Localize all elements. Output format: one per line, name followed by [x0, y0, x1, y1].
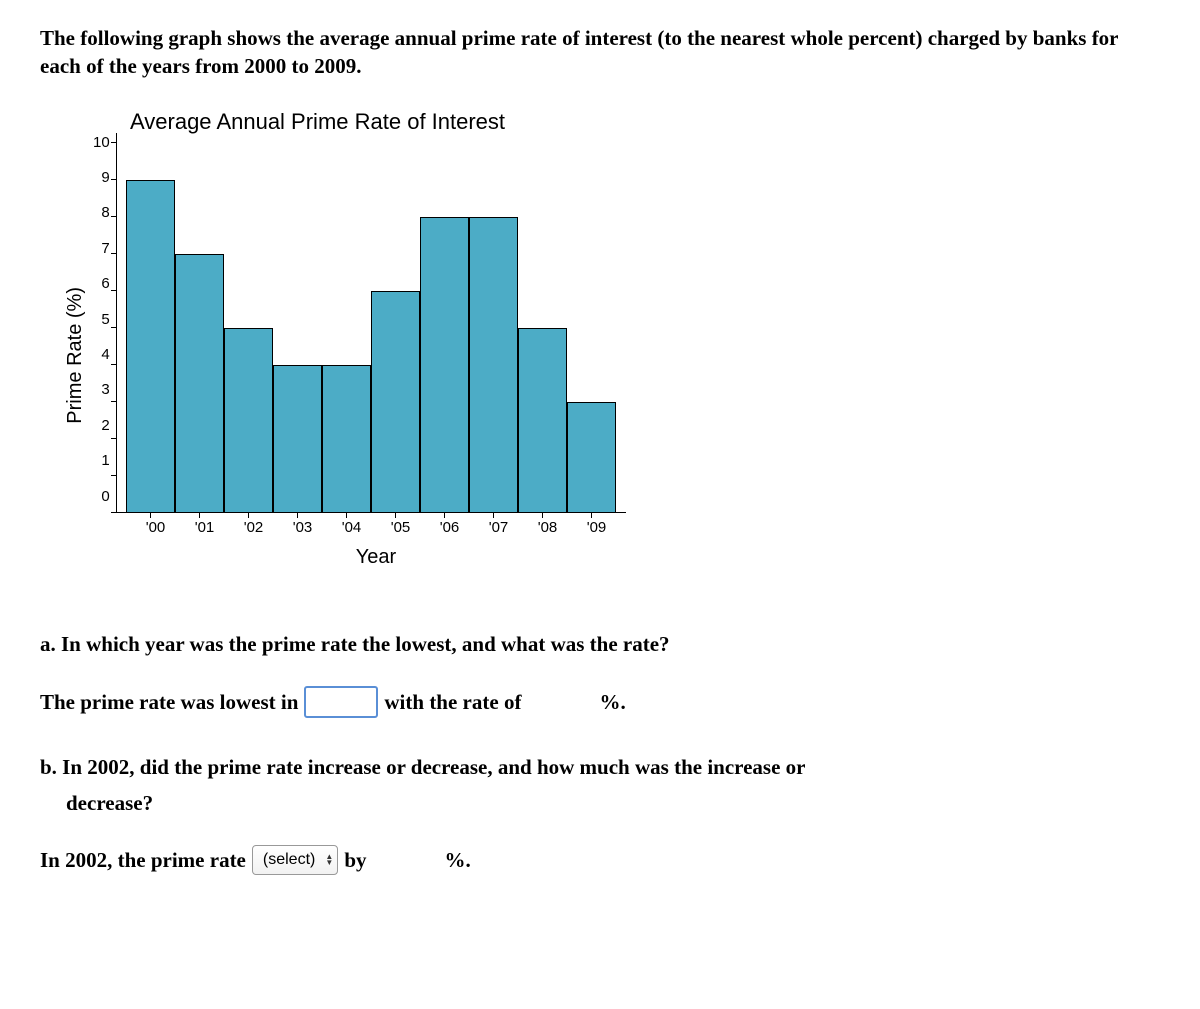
chart-ytick-label: 8 — [93, 205, 110, 221]
question-a: a. In which year was the prime rate the … — [40, 629, 1160, 661]
answer-a-suffix: %. — [599, 690, 625, 715]
direction-select-label: (select) — [263, 851, 315, 869]
chart-ytick-label: 1 — [93, 453, 110, 469]
chart-axis-y — [116, 133, 117, 513]
chart-bar — [567, 402, 616, 513]
chart-bar — [518, 328, 567, 513]
chart-bar — [322, 365, 371, 513]
chart-bar — [126, 180, 175, 513]
chart-container: Average Annual Prime Rate of Interest Pr… — [64, 109, 1160, 569]
chart-bar — [420, 217, 469, 513]
chart-bar — [224, 328, 273, 513]
chart-xtick-label: '09 — [572, 519, 621, 536]
chart-xticks: '00'01'02'03'04'05'06'07'08'09 — [131, 513, 631, 536]
chart-bar — [371, 291, 420, 513]
direction-select[interactable]: (select) ▲▼ — [252, 845, 338, 875]
chart-xtick-label: '03 — [278, 519, 327, 536]
chart-bar — [469, 217, 518, 513]
chart-ytick-label: 6 — [93, 276, 110, 292]
chart-xtick-label: '00 — [131, 519, 180, 536]
chart-yticks: 0 1 2 3 4 5 6 7 8 9 10 — [93, 135, 116, 505]
chart-ylabel: Prime Rate (%) — [64, 287, 87, 424]
answer-a-mid: with the rate of — [384, 690, 521, 715]
chart-ytick-label: 3 — [93, 382, 110, 398]
chart-xtick-label: '08 — [523, 519, 572, 536]
chart-xtick-label: '02 — [229, 519, 278, 536]
answer-b-line: In 2002, the prime rate (select) ▲▼ by %… — [40, 845, 1160, 875]
chart-xtick-label: '06 — [425, 519, 474, 536]
chart-bar — [175, 254, 224, 513]
chart-ytick-label: 5 — [93, 312, 110, 328]
rate-input[interactable] — [527, 688, 593, 716]
chart-xtick-label: '01 — [180, 519, 229, 536]
chart-plot-area — [116, 143, 626, 513]
chart-xlabel: Year — [121, 546, 631, 569]
chart-xtick-label: '05 — [376, 519, 425, 536]
question-b-line1: b. In 2002, did the prime rate increase … — [40, 752, 1160, 784]
chart-ytick-label: 2 — [93, 418, 110, 434]
answer-b-suffix: %. — [445, 848, 471, 873]
chart-bar — [273, 365, 322, 513]
chart-ytick-label: 10 — [93, 135, 110, 151]
select-arrows-icon: ▲▼ — [325, 854, 333, 866]
chart-bars — [126, 180, 616, 513]
chart-xtick-label: '04 — [327, 519, 376, 536]
answer-a-line: The prime rate was lowest in with the ra… — [40, 686, 1160, 718]
chart-title: Average Annual Prime Rate of Interest — [130, 109, 1160, 135]
amount-input[interactable] — [373, 846, 439, 874]
intro-text: The following graph shows the average an… — [40, 24, 1160, 81]
answer-b-prefix: In 2002, the prime rate — [40, 848, 246, 873]
chart-ytick-label: 7 — [93, 241, 110, 257]
chart-ytick-label: 9 — [93, 170, 110, 186]
year-input[interactable] — [304, 686, 378, 718]
question-b-line2: decrease? — [40, 788, 1160, 820]
chart-xtick-label: '07 — [474, 519, 523, 536]
chart-ytick-label: 0 — [93, 489, 110, 505]
chart-ytick-label: 4 — [93, 347, 110, 363]
answer-a-prefix: The prime rate was lowest in — [40, 690, 298, 715]
answer-b-mid: by — [344, 848, 366, 873]
